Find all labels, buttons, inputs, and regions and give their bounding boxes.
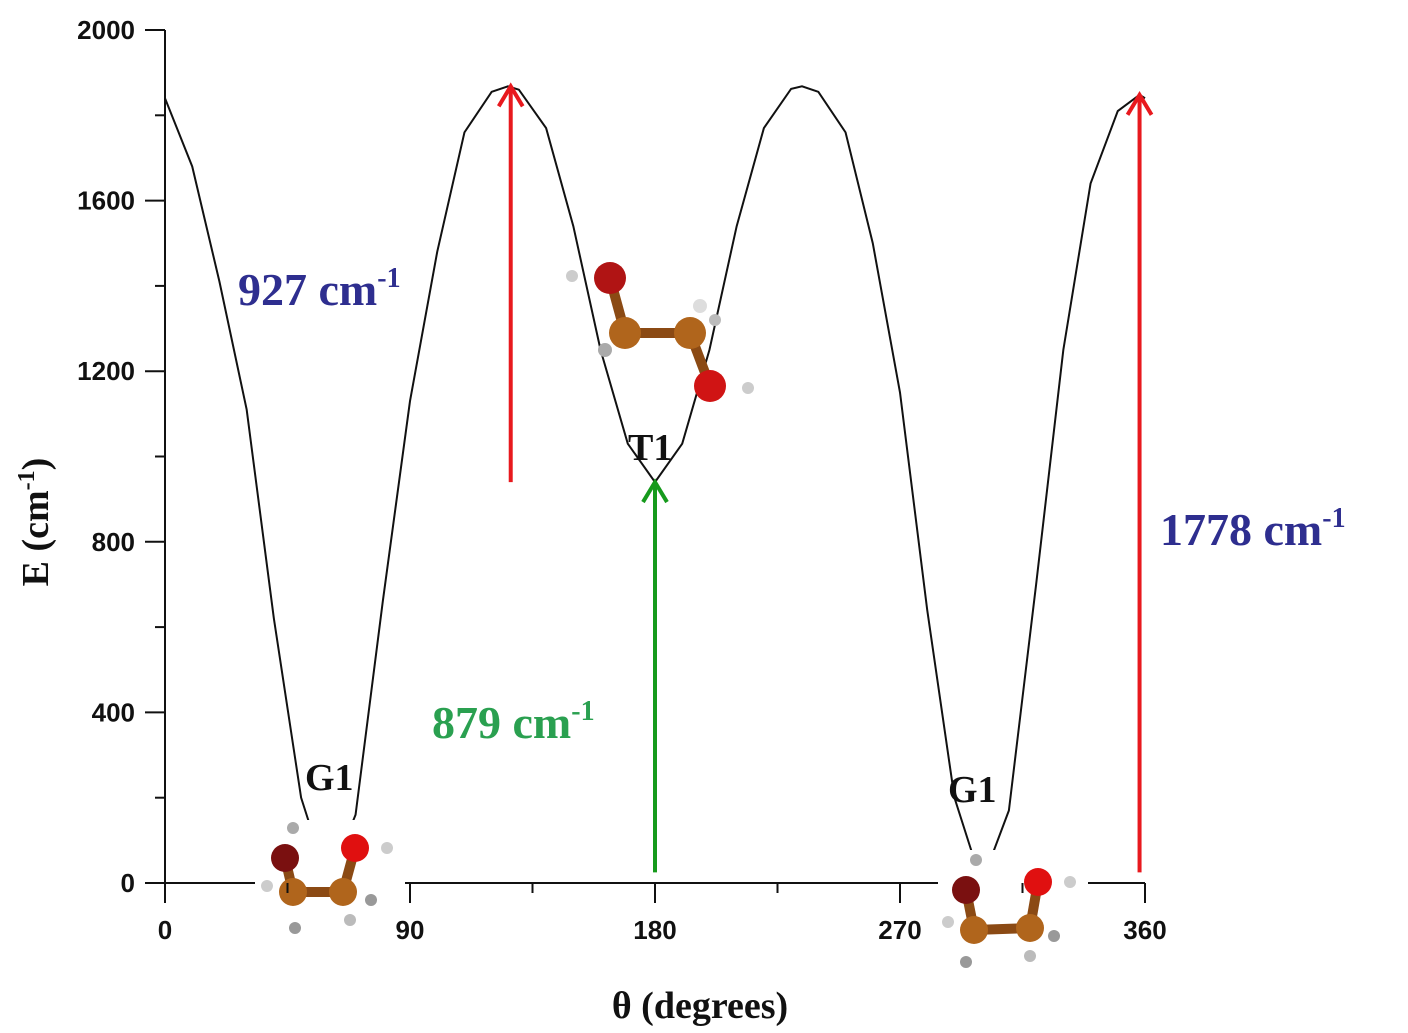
point-label: T1 xyxy=(628,427,672,469)
x-tick-label: 360 xyxy=(1123,915,1166,945)
y-tick-label: 2000 xyxy=(77,15,135,45)
y-axis-title-close: ) xyxy=(15,458,57,471)
y-tick-label: 0 xyxy=(121,868,135,898)
annotation-sup: -1 xyxy=(571,696,594,727)
x-axis-title: θ (degrees) xyxy=(612,985,788,1027)
x-tick-label: 0 xyxy=(158,915,172,945)
annotation: 927 cm-1 xyxy=(238,263,401,315)
annotation-text: 927 cm xyxy=(238,264,377,315)
point-label: G1 xyxy=(948,769,997,811)
molecule-g1-right xyxy=(938,850,1088,970)
point-label: G1 xyxy=(305,757,354,799)
chart: θ (degrees) E (cm-1) 0400800120016002000… xyxy=(0,0,1408,1033)
y-tick-label: 400 xyxy=(92,697,135,727)
y-tick-label: 800 xyxy=(92,527,135,557)
molecule-t1 xyxy=(566,262,754,402)
y-tick-label: 1600 xyxy=(77,186,135,216)
x-tick-label: 180 xyxy=(633,915,676,945)
x-tick-label: 90 xyxy=(396,915,425,945)
annotation-text: 1778 cm xyxy=(1160,504,1322,555)
annotation-sup: -1 xyxy=(377,263,400,294)
annotation-text: 879 cm xyxy=(432,697,571,748)
annotation-sup: -1 xyxy=(1322,503,1345,534)
annotation: 1778 cm-1 xyxy=(1160,503,1346,555)
molecule-g1-left xyxy=(255,820,405,935)
x-tick-label: 270 xyxy=(878,915,921,945)
annotation: 879 cm-1 xyxy=(432,696,595,748)
y-axis-title: E (cm-1) xyxy=(14,458,57,587)
y-tick-label: 1200 xyxy=(77,356,135,386)
y-axis-title-sup: -1 xyxy=(14,470,40,490)
y-axis-title-text: E (cm xyxy=(15,490,57,586)
